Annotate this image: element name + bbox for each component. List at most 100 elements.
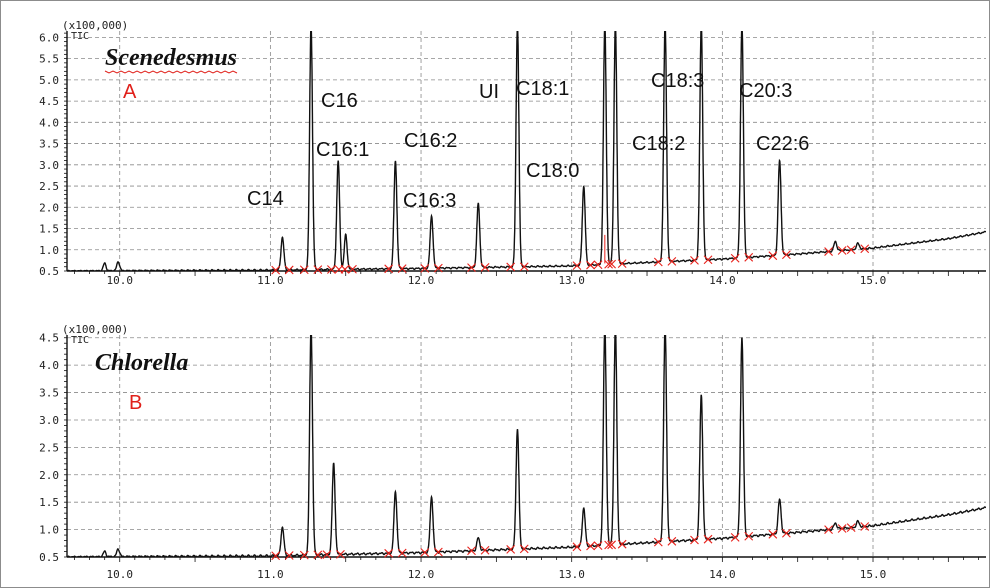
integration-marker (604, 259, 613, 269)
chart-panel-scenedesmus: 10.0 11.0 12.0 13.0 14.0 15.0 0.5 1.0 1.5 2.0 2.5 3… (39, 19, 986, 287)
integration-marker (667, 256, 677, 266)
integration-marker (299, 265, 309, 275)
y-tick-label: 4.5 (39, 95, 59, 108)
x-tick-label: 10.0 (106, 568, 133, 581)
integration-marker (284, 551, 294, 560)
integration-marker (506, 544, 516, 554)
integration-marker (768, 529, 778, 539)
y-tick-label: 1.0 (39, 524, 59, 537)
integration-marker (604, 540, 613, 550)
chart-panel-chlorella: 10.0 11.0 12.0 13.0 14.0 15.0 0.5 1.0 1.5 2.0 2.5 3… (39, 323, 986, 581)
y-tick-label: 3.0 (39, 159, 59, 172)
integration-marker (519, 262, 529, 272)
integration-marker (572, 261, 582, 271)
integration-marker (480, 545, 490, 555)
x-tick-label: 12.0 (408, 274, 435, 287)
integration-marker (617, 539, 627, 549)
integration-marker (397, 548, 407, 558)
integration-marker (824, 525, 833, 535)
integration-marker (703, 534, 713, 544)
integration-marker (690, 255, 699, 265)
y-tick-label: 3.5 (39, 138, 59, 151)
peak-label: UI (479, 81, 499, 103)
peak-label: C22:6 (756, 133, 809, 155)
integration-marker (744, 252, 754, 262)
x-tick-label: 13.0 (558, 568, 585, 581)
panel-letter: A (123, 81, 137, 103)
y-tick-label: 3.0 (39, 414, 59, 427)
peak-label: C18:0 (526, 160, 579, 182)
integration-marker (433, 263, 443, 273)
x-tick-label: 14.0 (709, 568, 736, 581)
peak-label: C16:2 (404, 130, 457, 152)
integration-marker (334, 264, 344, 274)
integration-marker (480, 262, 490, 272)
integration-marker (667, 536, 677, 546)
integration-marker (397, 264, 407, 274)
y-tick-label: 4.0 (39, 116, 59, 129)
integration-marker (313, 550, 323, 560)
y-multiplier-label: (x100,000) (62, 19, 128, 32)
y-tick-label: 2.0 (39, 201, 59, 214)
peak-label: C18:1 (516, 78, 569, 100)
peak-label: C14 (247, 188, 284, 210)
y-tick-label: 5.0 (39, 74, 59, 87)
integration-marker (846, 245, 856, 255)
integration-marker (586, 260, 595, 270)
x-tick-label: 15.0 (860, 274, 887, 287)
panel-letter: B (129, 392, 142, 414)
integration-marker (519, 544, 529, 554)
x-tick-label: 15.0 (860, 568, 887, 581)
integration-marker (327, 265, 336, 274)
tic-label: TIC (71, 31, 89, 42)
integration-marker (653, 257, 663, 267)
integration-marker (730, 532, 740, 542)
x-tick-label: 11.0 (257, 568, 284, 581)
y-tick-label: 0.5 (39, 551, 59, 564)
y-tick-label: 3.5 (39, 387, 59, 400)
integration-marker (420, 263, 430, 273)
y-tick-label: 2.5 (39, 180, 59, 193)
spellcheck-underline (104, 70, 238, 74)
integration-marker (607, 540, 617, 550)
peak-label: C16:3 (403, 190, 456, 212)
integration-marker (322, 550, 332, 560)
y-tick-label: 4.5 (39, 332, 59, 345)
integration-marker (271, 551, 281, 561)
x-tick-label: 14.0 (709, 274, 736, 287)
x-tick-label: 12.0 (408, 568, 435, 581)
y-tick-label: 2.5 (39, 441, 59, 454)
x-tick-label: 10.0 (106, 274, 133, 287)
integration-marker (572, 542, 582, 552)
integration-marker (433, 547, 443, 557)
integration-marker (384, 264, 394, 274)
tic-trace (67, 335, 986, 557)
y-multiplier-label: (x100,000) (62, 323, 128, 336)
integration-marker (846, 523, 856, 533)
integration-marker (348, 264, 357, 274)
integration-marker (837, 524, 847, 533)
peak-label: C20:3 (739, 80, 792, 102)
peak-label: C16 (321, 90, 358, 112)
integration-marker (607, 259, 617, 269)
integration-marker (313, 265, 323, 275)
integration-marker (781, 528, 791, 538)
integration-marker (593, 260, 603, 270)
x-tick-label: 13.0 (558, 274, 585, 287)
y-tick-label: 2.0 (39, 469, 59, 482)
integration-marker (617, 259, 627, 269)
integration-marker (860, 244, 870, 254)
integration-marker (299, 550, 309, 560)
integration-marker (860, 522, 870, 531)
integration-marker (768, 251, 778, 261)
integration-marker (336, 549, 345, 559)
y-tick-label: 6.0 (39, 31, 59, 44)
integration-marker (506, 262, 516, 272)
integration-marker (586, 541, 595, 551)
peak-label: C16:1 (316, 139, 369, 161)
panel-title: Scenedesmus (105, 45, 237, 71)
y-tick-label: 5.5 (39, 53, 59, 66)
integration-marker (781, 250, 791, 260)
